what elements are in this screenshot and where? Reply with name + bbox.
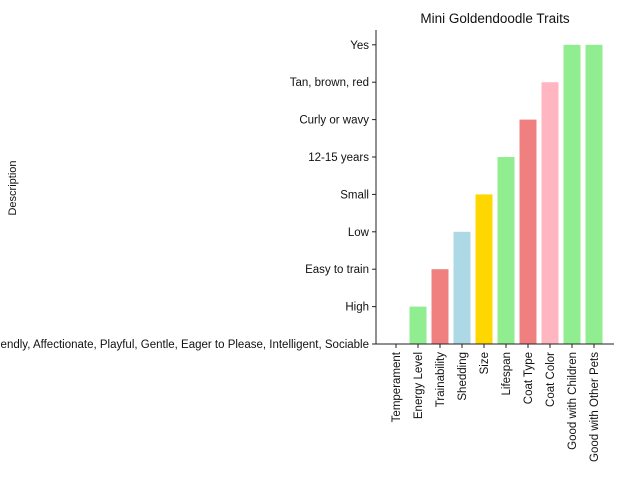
bar [409, 306, 427, 344]
y-ticks-group: Friendly, Affectionate, Playful, Gentle,… [0, 40, 376, 351]
bars-group [409, 44, 603, 345]
x-tick-label: Good with Other Pets [589, 352, 601, 462]
y-tick-label: Tan, brown, red [290, 77, 369, 89]
y-tick-label: Easy to train [305, 264, 369, 276]
x-ticks-group: Temperament Energy Level Trainability Shedd… [391, 344, 601, 462]
x-tick-label: Good with Children [567, 352, 579, 450]
y-tick-label: High [345, 302, 369, 314]
chart-title: Mini Goldendoodle Traits [420, 11, 570, 26]
y-tick-label: Low [348, 227, 370, 239]
x-tick-label: Lifespan [501, 352, 513, 395]
x-tick-label: Energy Level [413, 352, 425, 419]
y-axis-label: Description [7, 160, 19, 215]
bar [453, 231, 471, 344]
y-tick-label: Friendly, Affectionate, Playful, Gentle,… [0, 339, 369, 351]
bar [541, 82, 559, 344]
y-tick-label: Small [340, 189, 369, 201]
x-tick-label: Coat Color [545, 352, 557, 407]
y-tick-label: Curly or wavy [299, 115, 369, 127]
bar [475, 194, 493, 344]
x-tick-label: Shedding [457, 352, 469, 401]
bar [585, 44, 603, 345]
bar [519, 119, 537, 344]
bar [563, 44, 581, 345]
x-tick-label: Size [479, 352, 491, 374]
bar [431, 269, 449, 344]
x-tick-label: Coat Type [523, 352, 535, 404]
bar [497, 157, 515, 344]
x-tick-label: Trainability [435, 352, 447, 407]
y-tick-label: Yes [350, 40, 369, 52]
x-tick-label: Temperament [391, 351, 403, 422]
y-tick-label: 12-15 years [308, 152, 369, 164]
